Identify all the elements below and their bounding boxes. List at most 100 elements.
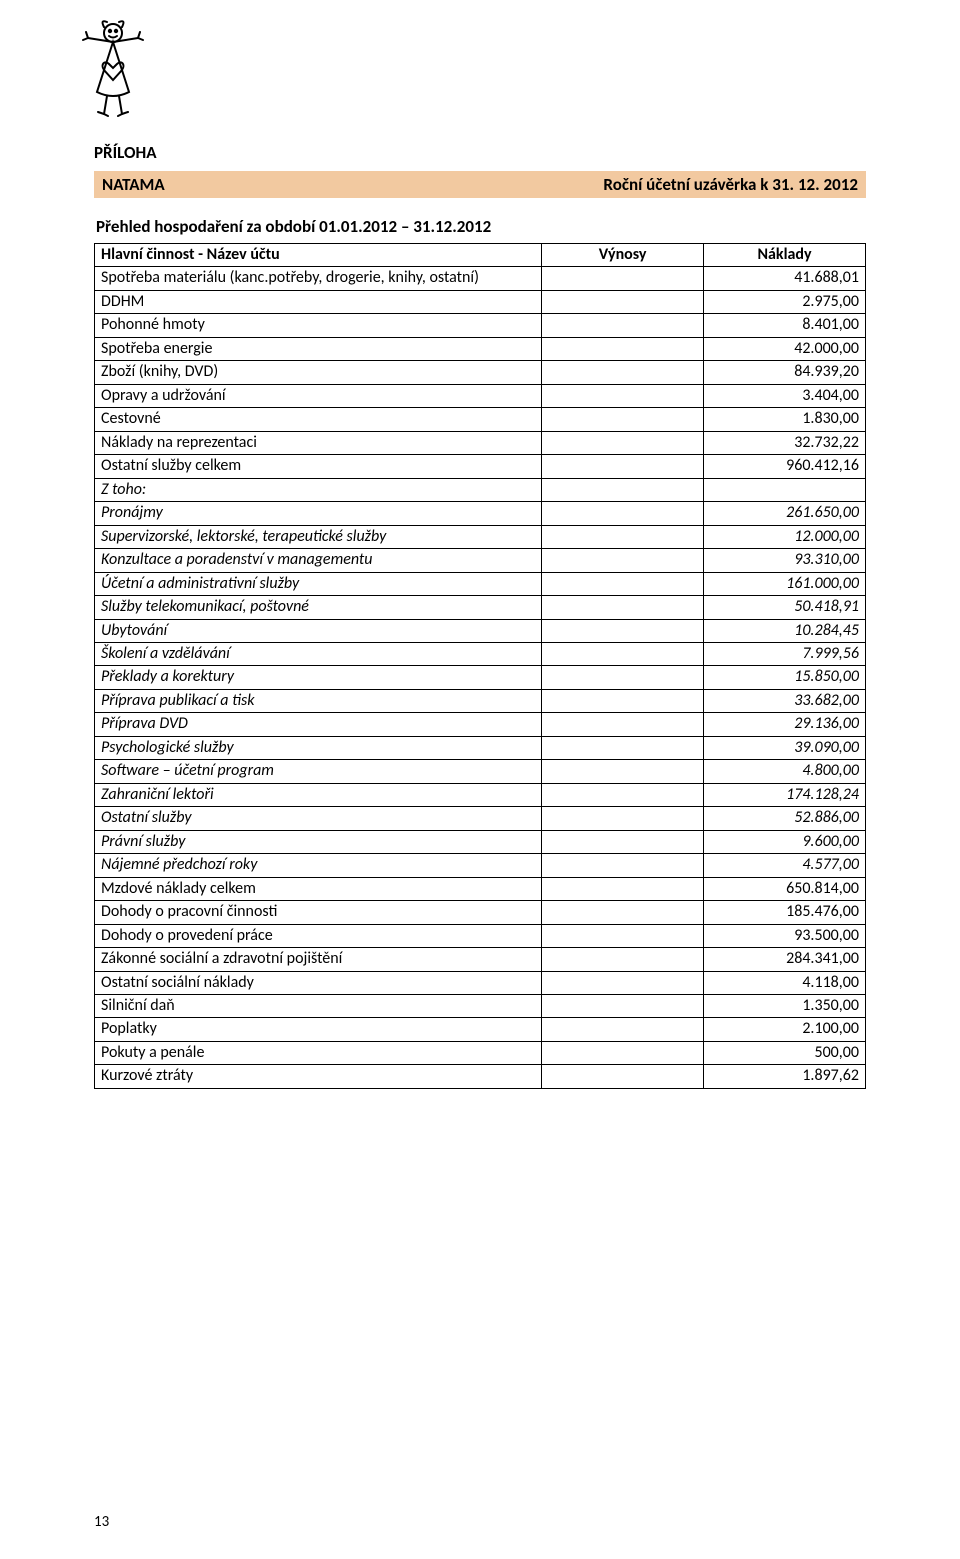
table-row: Spotřeba materiálu (kanc.potřeby, droger… [95,267,866,290]
col-head-naklady: Náklady [704,244,866,267]
row-naklady: 33.682,00 [704,689,866,712]
row-naklady [704,478,866,501]
title-right: Roční účetní uzávěrka k 31. 12. 2012 [603,174,858,195]
row-label: Zboží (knihy, DVD) [95,361,542,384]
row-naklady: 4.118,00 [704,971,866,994]
row-vynosy [542,431,704,454]
row-label: Příprava publikací a tisk [95,689,542,712]
table-row: Kurzové ztráty 1.897,62 [95,1065,866,1088]
table-row: Psychologické služby39.090,00 [95,736,866,759]
row-label: Právní služby [95,830,542,853]
row-vynosy [542,525,704,548]
table-row: Zahraniční lektoři174.128,24 [95,783,866,806]
title-left: NATAMA [102,174,165,195]
table-row: Pokuty a penále500,00 [95,1041,866,1064]
row-naklady: 10.284,45 [704,619,866,642]
row-label: Silniční daň [95,995,542,1018]
table-row: DDHM2.975,00 [95,290,866,313]
row-label: Ostatní služby [95,807,542,830]
row-naklady: 185.476,00 [704,901,866,924]
table-row: Ostatní sociální náklady4.118,00 [95,971,866,994]
row-vynosy [542,502,704,525]
row-naklady: 9.600,00 [704,830,866,853]
table-body: Spotřeba materiálu (kanc.potřeby, droger… [95,267,866,1088]
table-row: Ostatní služby52.886,00 [95,807,866,830]
row-naklady: 32.732,22 [704,431,866,454]
row-label: Dohody o provedení práce [95,924,542,947]
row-naklady: 500,00 [704,1041,866,1064]
row-vynosy [542,642,704,665]
table-row: Školení a vzdělávání7.999,56 [95,642,866,665]
row-vynosy [542,807,704,830]
table-row: Překlady a korektury15.850,00 [95,666,866,689]
row-label: Spotřeba materiálu (kanc.potřeby, droger… [95,267,542,290]
section-heading: PŘÍLOHA [94,142,866,163]
row-label: Spotřeba energie [95,337,542,360]
row-naklady: 12.000,00 [704,525,866,548]
row-vynosy [542,384,704,407]
table-row: Dohody o pracovní činnosti 185.476,00 [95,901,866,924]
row-vynosy [542,596,704,619]
row-vynosy [542,1041,704,1064]
table-row: Poplatky2.100,00 [95,1018,866,1041]
table-row: Cestovné1.830,00 [95,408,866,431]
row-naklady: 42.000,00 [704,337,866,360]
row-vynosy [542,337,704,360]
row-naklady: 84.939,20 [704,361,866,384]
row-vynosy [542,666,704,689]
row-naklady: 2.100,00 [704,1018,866,1041]
page-number: 13 [94,1513,109,1531]
row-naklady: 1.897,62 [704,1065,866,1088]
row-naklady: 41.688,01 [704,267,866,290]
row-vynosy [542,783,704,806]
row-naklady: 29.136,00 [704,713,866,736]
title-bar: NATAMA Roční účetní uzávěrka k 31. 12. 2… [94,171,866,198]
row-naklady: 8.401,00 [704,314,866,337]
table-row: Ubytování 10.284,45 [95,619,866,642]
row-vynosy [542,995,704,1018]
row-vynosy [542,877,704,900]
row-label: Zákonné sociální a zdravotní pojištění [95,948,542,971]
row-naklady: 161.000,00 [704,572,866,595]
row-naklady: 960.412,16 [704,455,866,478]
row-label: Školení a vzdělávání [95,642,542,665]
row-vynosy [542,924,704,947]
row-vynosy [542,736,704,759]
row-vynosy [542,760,704,783]
row-naklady: 93.500,00 [704,924,866,947]
subtitle: Přehled hospodaření za období 01.01.2012… [96,216,866,237]
col-head-label: Hlavní činnost - Název účtu [95,244,542,267]
row-vynosy [542,267,704,290]
table-header-row: Hlavní činnost - Název účtu Výnosy Nákla… [95,244,866,267]
row-vynosy [542,1065,704,1088]
table-row: Konzultace a poradenství v managementu93… [95,549,866,572]
table-row: Ostatní služby celkem 960.412,16 [95,455,866,478]
row-label: Kurzové ztráty [95,1065,542,1088]
row-label: Software – účetní program [95,760,542,783]
table-row: Účetní a administrativní služby 161.000,0… [95,572,866,595]
row-vynosy [542,971,704,994]
table-row: Opravy a udržování3.404,00 [95,384,866,407]
row-label: Psychologické služby [95,736,542,759]
row-label: Služby telekomunikací, poštovné [95,596,542,619]
row-vynosy [542,314,704,337]
row-label: Účetní a administrativní služby [95,572,542,595]
row-label: Ubytování [95,619,542,642]
row-vynosy [542,408,704,431]
row-naklady: 174.128,24 [704,783,866,806]
table-row: Silniční daň 1.350,00 [95,995,866,1018]
row-vynosy [542,572,704,595]
row-naklady: 1.350,00 [704,995,866,1018]
finance-table: Hlavní činnost - Název účtu Výnosy Nákla… [94,243,866,1089]
row-label: Dohody o pracovní činnosti [95,901,542,924]
row-label: Překlady a korektury [95,666,542,689]
row-vynosy [542,830,704,853]
table-row: Zákonné sociální a zdravotní pojištění28… [95,948,866,971]
row-label: Pronájmy [95,502,542,525]
table-row: Supervizorské, lektorské, terapeutické s… [95,525,866,548]
row-label: Z toho: [95,478,542,501]
stick-figure-icon [74,20,152,118]
table-row: Služby telekomunikací, poštovné50.418,91 [95,596,866,619]
row-label: Ostatní služby celkem [95,455,542,478]
row-label: Příprava DVD [95,713,542,736]
